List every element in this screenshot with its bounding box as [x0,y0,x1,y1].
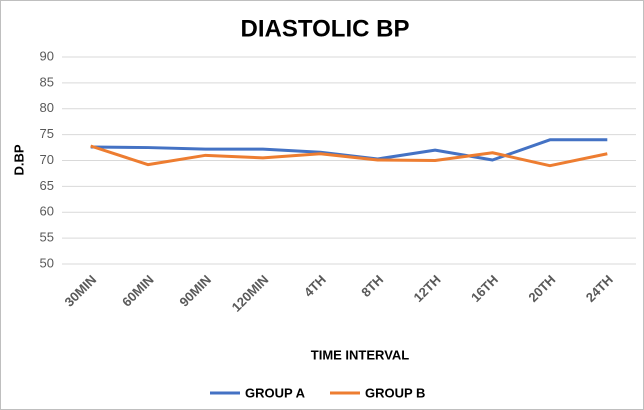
line-series [90,144,608,168]
y-tick-label: 75 [40,126,54,141]
y-axis-label: D.BP [11,144,26,175]
y-tick-label: 70 [40,152,54,167]
legend-label: GROUP B [365,385,425,400]
y-tick-label: 85 [40,74,54,89]
y-tick-label: 90 [40,48,54,63]
y-tick-label: 80 [40,100,54,115]
y-tick-label: 65 [40,178,54,193]
legend-label: GROUP A [245,385,306,400]
x-axis-label: TIME INTERVAL [311,347,410,362]
y-tick-label: 60 [40,204,54,219]
chart-title: DIASTOLIC BP [241,15,410,42]
y-tick-label: 55 [40,230,54,245]
y-tick-label: 50 [40,255,54,270]
